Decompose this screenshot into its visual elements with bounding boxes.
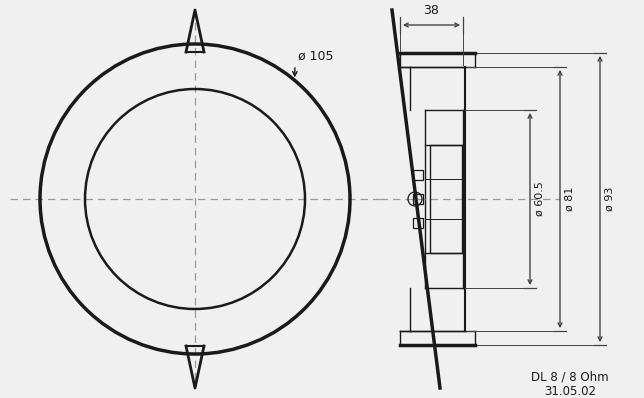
Text: ø 81: ø 81 [565, 187, 575, 211]
Text: 31.05.02: 31.05.02 [544, 385, 596, 398]
Bar [413, 194, 423, 204]
Text: ø 105: ø 105 [298, 50, 334, 63]
Text: ø 93: ø 93 [605, 187, 615, 211]
Bar [413, 170, 423, 180]
Text: DL 8 / 8 Ohm: DL 8 / 8 Ohm [531, 370, 609, 383]
Bar [430, 145, 462, 253]
Text: 38: 38 [424, 4, 439, 17]
Bar [413, 218, 423, 228]
Text: ø 60.5: ø 60.5 [535, 181, 545, 217]
